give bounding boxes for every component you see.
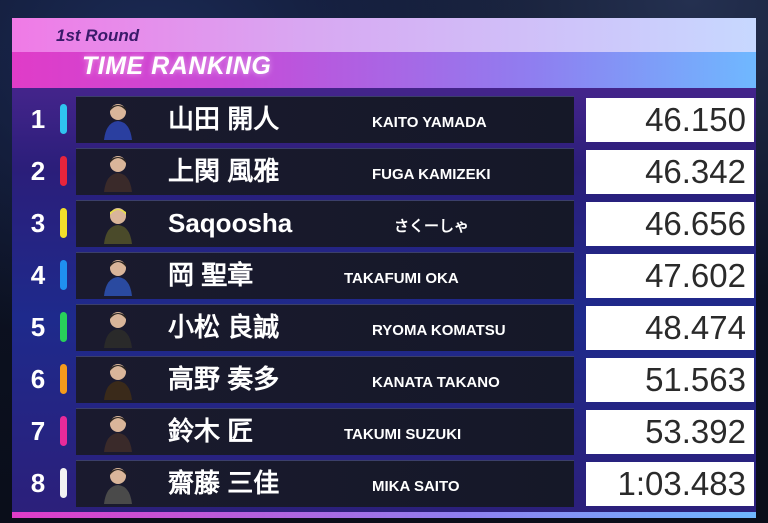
pilot-color-bar [60, 156, 67, 186]
pilot-name-box: 小松 良誠 RYOMA KOMATSU [76, 304, 574, 351]
pilot-name-en: KAITO YAMADA [372, 114, 487, 131]
lap-time: 47.602 [586, 254, 754, 298]
rank-number: 7 [30, 416, 46, 446]
pilot-avatar-icon [104, 156, 132, 192]
pilot-color-bar [60, 468, 67, 498]
rank-number: 1 [30, 104, 46, 134]
pilot-name-box: Saqoosha さくーしゃ [76, 200, 574, 247]
ranking-row: 1 山田 開人 KAITO YAMADA 46.150 [20, 96, 754, 143]
rank-number: 5 [30, 312, 46, 342]
pilot-name-jp: 上関 風雅 [168, 156, 280, 186]
rank-number: 3 [30, 208, 46, 238]
ranking-title: TIME RANKING [82, 52, 272, 80]
pilot-avatar-icon [104, 208, 132, 244]
pilot-name-en: RYOMA KOMATSU [372, 322, 506, 339]
pilot-name-jp: Saqoosha [168, 208, 293, 238]
lap-time: 1:03.483 [586, 462, 754, 506]
pilot-name-en: さくーしゃ [394, 218, 470, 235]
ranking-header: 1st Round TIME RANKING [12, 18, 756, 88]
lap-time: 51.563 [586, 358, 754, 402]
pilot-name-jp: 山田 開人 [168, 104, 280, 134]
lap-time: 53.392 [586, 410, 754, 454]
ranking-panel: 1st Round TIME RANKING 1 山田 開人 KAITO YAM… [12, 18, 756, 518]
rank-number: 8 [30, 468, 46, 498]
bottom-accent-bar [12, 512, 756, 518]
ranking-row: 7 鈴木 匠 TAKUMI SUZUKI 53.392 [20, 408, 754, 455]
pilot-name-jp: 齋藤 三佳 [168, 468, 280, 498]
pilot-color-bar [60, 208, 67, 238]
pilot-avatar-icon [104, 312, 132, 348]
rank-number: 2 [30, 156, 46, 186]
pilot-name-box: 高野 奏多 KANATA TAKANO [76, 356, 574, 403]
lap-time: 46.342 [586, 150, 754, 194]
pilot-avatar-icon [104, 260, 132, 296]
ranking-row: 8 齋藤 三佳 MIKA SAITO 1:03.483 [20, 460, 754, 507]
pilot-name-en: FUGA KAMIZEKI [372, 166, 491, 183]
pilot-color-bar [60, 260, 67, 290]
pilot-name-box: 岡 聖章 TAKAFUMI OKA [76, 252, 574, 299]
pilot-color-bar [60, 416, 67, 446]
rank-number: 4 [30, 260, 46, 290]
pilot-name-jp: 高野 奏多 [168, 364, 280, 394]
pilot-avatar-icon [104, 104, 132, 140]
pilot-name-en: TAKAFUMI OKA [344, 270, 459, 287]
ranking-row: 3 Saqoosha さくーしゃ 46.656 [20, 200, 754, 247]
pilot-avatar-icon [104, 364, 132, 400]
pilot-name-box: 齋藤 三佳 MIKA SAITO [76, 460, 574, 507]
header-top-strip [12, 18, 756, 52]
pilot-name-box: 鈴木 匠 TAKUMI SUZUKI [76, 408, 574, 455]
round-label: 1st Round [56, 26, 140, 45]
pilot-name-jp: 小松 良誠 [168, 312, 280, 342]
pilot-avatar-icon [104, 468, 132, 504]
pilot-name-box: 上関 風雅 FUGA KAMIZEKI [76, 148, 574, 195]
lap-time: 46.150 [586, 98, 754, 142]
ranking-row: 5 小松 良誠 RYOMA KOMATSU 48.474 [20, 304, 754, 351]
pilot-name-en: KANATA TAKANO [372, 374, 500, 391]
ranking-row: 2 上関 風雅 FUGA KAMIZEKI 46.342 [20, 148, 754, 195]
pilot-color-bar [60, 104, 67, 134]
ranking-row: 6 高野 奏多 KANATA TAKANO 51.563 [20, 356, 754, 403]
pilot-color-bar [60, 364, 67, 394]
lap-time: 48.474 [586, 306, 754, 350]
pilot-name-box: 山田 開人 KAITO YAMADA [76, 96, 574, 143]
rank-number: 6 [30, 364, 46, 394]
pilot-name-jp: 岡 聖章 [168, 260, 254, 290]
pilot-name-jp: 鈴木 匠 [168, 416, 254, 446]
pilot-avatar-icon [104, 416, 132, 452]
lap-time: 46.656 [586, 202, 754, 246]
pilot-name-en: MIKA SAITO [372, 478, 460, 495]
pilot-color-bar [60, 312, 67, 342]
ranking-row: 4 岡 聖章 TAKAFUMI OKA 47.602 [20, 252, 754, 299]
pilot-name-en: TAKUMI SUZUKI [344, 426, 462, 443]
